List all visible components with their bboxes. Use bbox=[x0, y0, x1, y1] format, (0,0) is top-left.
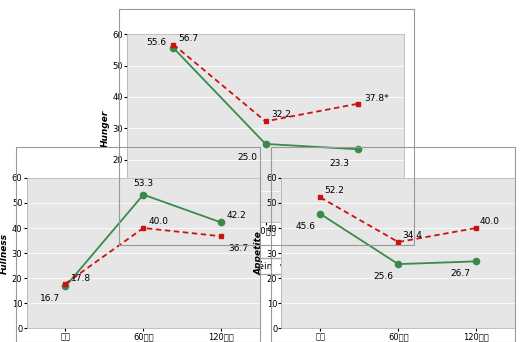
Text: 55.6: 55.6 bbox=[147, 38, 167, 47]
Text: 25.0: 25.0 bbox=[237, 153, 258, 162]
Y-axis label: Fullness: Fullness bbox=[0, 233, 9, 274]
Text: 45.6: 45.6 bbox=[295, 222, 315, 231]
Text: 26.7: 26.7 bbox=[451, 269, 471, 278]
Text: 25.6: 25.6 bbox=[373, 272, 393, 281]
Y-axis label: Hunger: Hunger bbox=[101, 109, 110, 147]
Text: 16.7: 16.7 bbox=[40, 294, 61, 303]
Y-axis label: Appetite: Appetite bbox=[255, 231, 264, 275]
Text: 40.0: 40.0 bbox=[149, 216, 169, 226]
Text: 40.0: 40.0 bbox=[480, 216, 500, 226]
Text: 32.2: 32.2 bbox=[271, 110, 290, 119]
Text: 37.8*: 37.8* bbox=[365, 94, 389, 103]
Text: 42.2: 42.2 bbox=[227, 211, 246, 220]
Text: 56.7: 56.7 bbox=[178, 35, 199, 43]
Text: 36.7: 36.7 bbox=[228, 244, 248, 253]
Text: 17.8: 17.8 bbox=[71, 274, 91, 282]
Text: 53.3: 53.3 bbox=[133, 179, 153, 188]
Text: 34.4: 34.4 bbox=[402, 231, 422, 240]
Legend: Soy Protein, Casein: Soy Protein, Casein bbox=[191, 258, 340, 274]
Text: 52.2: 52.2 bbox=[324, 186, 344, 195]
Text: 23.3: 23.3 bbox=[329, 159, 349, 168]
